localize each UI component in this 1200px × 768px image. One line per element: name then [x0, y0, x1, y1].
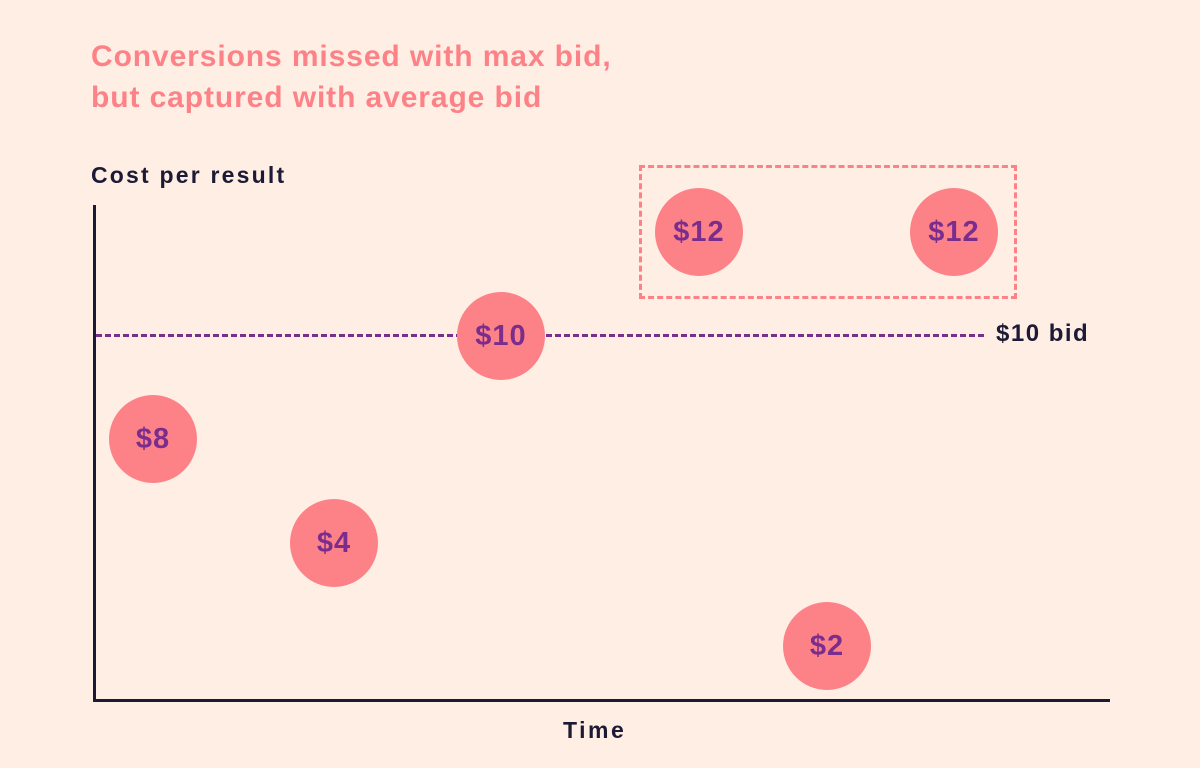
- data-point-1: $8: [109, 395, 197, 483]
- data-point-3: $10: [457, 292, 545, 380]
- data-point-label: $12: [673, 215, 725, 248]
- chart-title-line-2: but captured with average bid: [91, 81, 543, 114]
- data-point-2: $4: [290, 499, 378, 587]
- data-point-label: $12: [928, 215, 980, 248]
- x-axis-label: Time: [563, 717, 627, 743]
- data-point-6: $12: [910, 188, 998, 276]
- data-point-label: $8: [135, 422, 171, 455]
- chart-title-line-1: Conversions missed with max bid,: [91, 40, 612, 73]
- y-axis-label: Cost per result: [91, 162, 287, 188]
- x-axis-line: [93, 699, 1110, 702]
- bid-reference-label: $10 bid: [996, 320, 1090, 347]
- data-point-5: $2: [783, 602, 871, 690]
- chart-title: Conversions missed with max bid, but cap…: [91, 36, 612, 118]
- missed-conversions-highlight-box: [639, 165, 1017, 299]
- data-point-4: $12: [655, 188, 743, 276]
- y-axis-line: [93, 205, 96, 702]
- data-point-label: $4: [316, 526, 352, 559]
- data-point-label: $2: [809, 629, 845, 662]
- data-point-label: $10: [475, 319, 527, 352]
